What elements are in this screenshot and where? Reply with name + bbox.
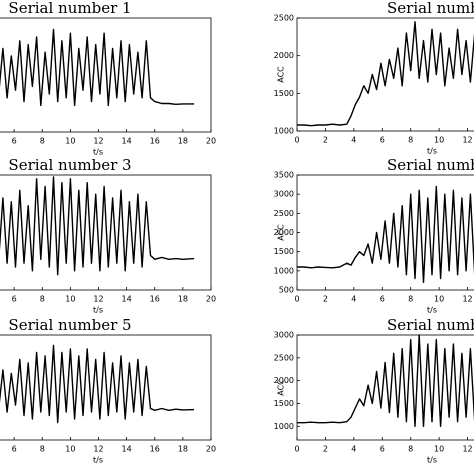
chart-title: Serial numbe: [387, 0, 474, 17]
y-tick-label: 2500: [274, 209, 294, 218]
x-tick-label: 16: [150, 445, 160, 454]
x-tick-label: 20: [206, 445, 216, 454]
x-tick-label: 6: [12, 295, 17, 304]
data-line: [297, 334, 474, 427]
data-line: [0, 344, 195, 424]
y-tick-label: 2000: [274, 51, 294, 60]
x-tick-label: 14: [122, 137, 132, 146]
x-tick-label: 18: [178, 445, 188, 454]
x-tick-label: 10: [65, 137, 75, 146]
y-axis-label: ACC: [277, 66, 286, 83]
y-tick-label: 1000: [274, 266, 294, 275]
plot-frame: [0, 174, 212, 291]
x-axis-label: t/s: [93, 306, 103, 315]
x-tick-label: 12: [462, 136, 472, 145]
x-tick-label: 0: [294, 295, 299, 304]
x-tick-label: 12: [93, 445, 103, 454]
x-tick-label: 10: [434, 445, 444, 454]
x-tick-label: 6: [12, 137, 17, 146]
y-axis-label: ACC: [277, 224, 286, 241]
x-tick-label: 10: [65, 445, 75, 454]
x-tick-label: 12: [93, 137, 103, 146]
chart-title: Serial number 1: [8, 0, 131, 17]
y-axis-label: ACC: [277, 379, 286, 396]
x-axis-label: t/s: [427, 147, 437, 156]
x-tick-label: 14: [122, 445, 132, 454]
x-tick-label: 20: [206, 137, 216, 146]
plot-frame: [296, 334, 474, 441]
plot-frame: [0, 334, 212, 441]
x-tick-label: 12: [93, 295, 103, 304]
x-tick-label: 8: [40, 137, 45, 146]
y-tick-label: 500: [279, 286, 294, 295]
x-tick-label: 8: [40, 295, 45, 304]
x-tick-label: 14: [122, 295, 132, 304]
x-axis-label: t/s: [427, 456, 437, 465]
x-tick-label: 0: [294, 445, 299, 454]
x-tick-label: 10: [434, 295, 444, 304]
chart-title: Serial number 5: [8, 316, 131, 334]
x-tick-label: 2: [323, 445, 328, 454]
x-tick-label: 8: [40, 445, 45, 454]
chart-title: Serial numbe: [387, 316, 474, 334]
y-tick-label: 1000: [274, 127, 294, 136]
y-tick-label: 2500: [274, 14, 294, 23]
y-tick-label: 1500: [274, 89, 294, 98]
chart-title: Serial number 3: [8, 156, 131, 174]
x-tick-label: 16: [150, 137, 160, 146]
x-tick-label: 4: [351, 136, 356, 145]
x-tick-label: 6: [380, 295, 385, 304]
x-tick-label: 18: [178, 295, 188, 304]
x-tick-label: 4: [351, 295, 356, 304]
y-tick-label: 3000: [274, 331, 294, 340]
x-axis-label: t/s: [93, 148, 103, 157]
y-tick-label: 2000: [274, 228, 294, 237]
y-tick-label: 1500: [274, 399, 294, 408]
x-tick-label: 8: [408, 295, 413, 304]
x-tick-label: 6: [380, 136, 385, 145]
x-tick-label: 4: [351, 445, 356, 454]
data-line: [297, 185, 474, 283]
data-line: [0, 28, 195, 107]
x-tick-label: 6: [380, 445, 385, 454]
chart-title: Serial number: [387, 156, 474, 174]
y-tick-label: 3000: [274, 190, 294, 199]
data-line: [0, 176, 195, 276]
y-tick-label: 1500: [274, 247, 294, 256]
x-tick-label: 8: [408, 445, 413, 454]
x-axis-label: t/s: [427, 306, 437, 315]
x-tick-label: 2: [323, 295, 328, 304]
x-tick-label: 12: [462, 295, 472, 304]
x-tick-label: 8: [408, 136, 413, 145]
x-tick-label: 6: [12, 445, 17, 454]
plot-frame: [296, 17, 474, 132]
data-line: [297, 21, 474, 127]
y-tick-label: 1000: [274, 422, 294, 431]
x-tick-label: 20: [206, 295, 216, 304]
x-tick-label: 16: [150, 295, 160, 304]
x-tick-label: 12: [462, 445, 472, 454]
x-tick-label: 10: [434, 136, 444, 145]
x-tick-label: 18: [178, 137, 188, 146]
y-tick-label: 3500: [274, 171, 294, 180]
x-axis-label: t/s: [93, 456, 103, 465]
y-tick-label: 2500: [274, 353, 294, 362]
x-tick-label: 0: [294, 136, 299, 145]
x-tick-label: 2: [323, 136, 328, 145]
y-tick-label: 2000: [274, 376, 294, 385]
x-tick-label: 10: [65, 295, 75, 304]
